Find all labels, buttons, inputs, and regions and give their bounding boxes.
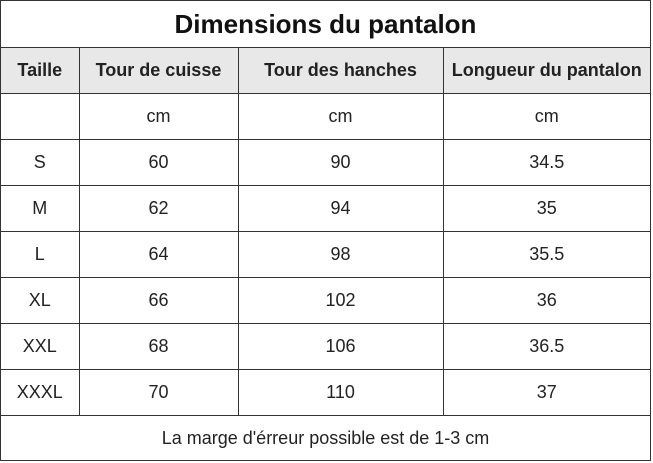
thigh-cell: 62 [78, 185, 239, 232]
header-thigh: Tour de cuisse [78, 48, 239, 94]
size-cell: S [1, 139, 80, 186]
size-cell: XXL [1, 323, 80, 370]
hips-cell: 110 [237, 369, 444, 415]
unit-cell: cm [78, 93, 239, 140]
unit-cell: cm [442, 93, 650, 140]
thigh-cell: 64 [78, 231, 239, 278]
size-cell: XL [1, 277, 80, 324]
table-row: XL 66 102 36 [1, 277, 650, 324]
header-length: Longueur du pantalon [442, 48, 650, 94]
thigh-cell: 70 [78, 369, 239, 415]
thigh-cell: 60 [78, 139, 239, 186]
hips-cell: 102 [237, 277, 444, 324]
length-cell: 36 [442, 277, 650, 324]
table-row: S 60 90 34.5 [1, 139, 650, 186]
length-cell: 36.5 [442, 323, 650, 370]
header-size: Taille [1, 48, 80, 94]
table-row: XXL 68 106 36.5 [1, 323, 650, 370]
size-cell: L [1, 231, 80, 278]
hips-cell: 94 [237, 185, 444, 232]
size-cell: M [1, 185, 80, 232]
error-margin-note: La marge d'érreur possible est de 1-3 cm [1, 415, 650, 461]
table-row: XXXL 70 110 37 [1, 369, 650, 415]
length-cell: 35.5 [442, 231, 650, 278]
table-row: L 64 98 35.5 [1, 231, 650, 278]
unit-cell: cm [237, 93, 444, 140]
thigh-cell: 68 [78, 323, 239, 370]
size-table: Taille Tour de cuisse Tour des hanches L… [1, 48, 650, 415]
hips-cell: 98 [237, 231, 444, 278]
units-row: cm cm cm [1, 93, 650, 140]
length-cell: 37 [442, 369, 650, 415]
hips-cell: 106 [237, 323, 444, 370]
hips-cell: 90 [237, 139, 444, 186]
chart-title: Dimensions du pantalon [1, 1, 650, 48]
header-row: Taille Tour de cuisse Tour des hanches L… [1, 48, 650, 94]
header-hips: Tour des hanches [237, 48, 444, 94]
table-row: M 62 94 35 [1, 185, 650, 232]
length-cell: 35 [442, 185, 650, 232]
length-cell: 34.5 [442, 139, 650, 186]
thigh-cell: 66 [78, 277, 239, 324]
unit-cell [1, 93, 80, 140]
size-cell: XXXL [1, 369, 80, 415]
